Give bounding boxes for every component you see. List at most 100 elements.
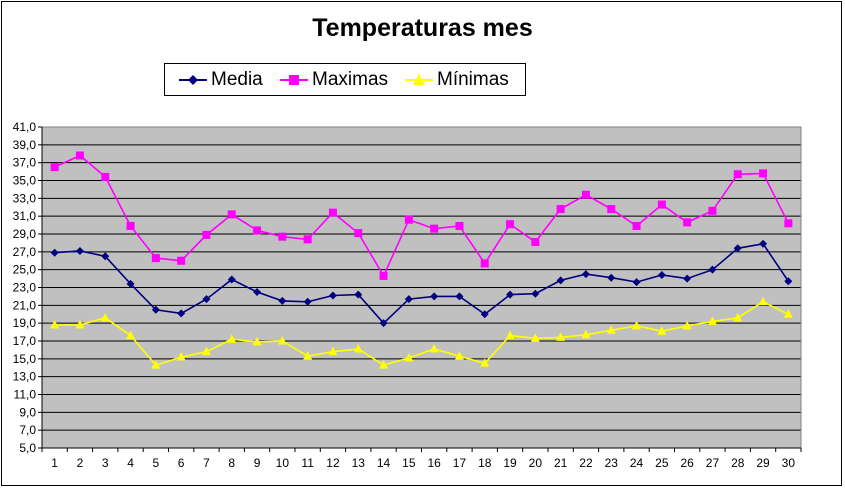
point-maximas (177, 256, 186, 265)
point-media (177, 309, 186, 318)
point-media (303, 297, 312, 306)
x-tick-label: 17 (453, 456, 467, 470)
y-tick-label: 37,0 (13, 156, 37, 170)
point-maximas (227, 210, 236, 219)
y-tick-label: 25,0 (13, 263, 37, 277)
x-tick-label: 28 (731, 456, 745, 470)
y-tick-label: 29,0 (13, 227, 37, 241)
x-tick-label: 20 (529, 456, 543, 470)
point-minimas (556, 332, 566, 341)
x-tick-label: 10 (276, 456, 290, 470)
point-minimas (758, 296, 768, 306)
point-media (759, 239, 768, 248)
point-media (404, 295, 413, 304)
y-tick-label: 11,0 (14, 388, 37, 402)
y-tick-label: 19,0 (13, 316, 37, 330)
y-tick-label: 35,0 (13, 174, 37, 188)
point-minimas (100, 312, 110, 322)
point-media (328, 291, 337, 300)
x-tick-label: 14 (377, 456, 391, 470)
point-maximas (278, 232, 287, 241)
point-minimas (151, 360, 161, 369)
y-tick-label: 9,0 (19, 405, 36, 419)
y-tick-label: 23,0 (13, 281, 37, 295)
point-maximas (531, 238, 540, 247)
legend-label-media: Media (211, 68, 263, 90)
x-tick-label: 21 (554, 456, 568, 470)
y-tick-label: 13,0 (13, 370, 37, 384)
y-tick-label: 39,0 (13, 138, 37, 152)
point-minimas (733, 312, 743, 322)
point-media (379, 319, 388, 328)
point-media (50, 248, 59, 257)
point-media (581, 270, 590, 279)
point-minimas (404, 352, 414, 362)
point-maximas (354, 229, 363, 238)
x-tick-label: 16 (427, 456, 441, 470)
point-minimas (277, 336, 287, 345)
y-tick-label: 41,0 (13, 120, 37, 134)
x-tick-label: 8 (228, 456, 235, 470)
point-maximas (126, 221, 135, 230)
x-tick-label: 9 (254, 456, 261, 470)
point-minimas (50, 319, 60, 329)
point-maximas (379, 271, 388, 280)
point-minimas (454, 351, 464, 360)
point-maximas (657, 200, 666, 209)
point-minimas (252, 336, 262, 346)
legend-label-maximas: Maximas (312, 68, 389, 90)
y-tick-label: 31,0 (13, 209, 37, 223)
chart-title: Temperaturas mes (312, 14, 533, 42)
point-maximas (253, 226, 262, 235)
y-tick-label: 7,0 (19, 423, 36, 437)
point-maximas (404, 215, 413, 224)
point-minimas (505, 330, 515, 340)
point-media (75, 246, 84, 255)
legend-marker-square-icon (280, 74, 308, 85)
point-minimas (201, 346, 211, 356)
point-maximas (759, 169, 768, 178)
x-tick-label: 13 (352, 456, 366, 470)
point-maximas (683, 218, 692, 227)
point-media (683, 274, 692, 283)
y-tick-label: 17,0 (13, 334, 37, 348)
point-media (708, 265, 717, 274)
point-maximas (50, 163, 59, 172)
series-minimas (50, 296, 793, 369)
point-maximas (151, 254, 160, 263)
point-media (607, 273, 616, 282)
x-tick-label: 2 (77, 456, 84, 470)
point-maximas (733, 170, 742, 179)
point-maximas (328, 208, 337, 217)
point-minimas (707, 316, 717, 325)
point-minimas (353, 344, 363, 353)
point-media (430, 292, 439, 301)
point-media (253, 287, 262, 296)
point-maximas (480, 259, 489, 268)
point-minimas (783, 309, 793, 318)
x-tick-label: 27 (706, 456, 720, 470)
legend-item-minimas: Mínimas (405, 64, 509, 95)
x-tick-label: 19 (503, 456, 517, 470)
x-tick-label: 5 (153, 456, 160, 470)
x-tick-label: 18 (478, 456, 492, 470)
point-media (784, 277, 793, 286)
x-tick-label: 24 (630, 456, 644, 470)
point-maximas (581, 190, 590, 199)
point-minimas (581, 329, 591, 339)
point-media (632, 278, 641, 287)
x-tick-label: 25 (655, 456, 669, 470)
point-minimas (657, 326, 667, 335)
point-minimas (379, 360, 389, 369)
x-tick-label: 11 (301, 456, 314, 470)
x-tick-label: 1 (51, 456, 58, 470)
point-maximas (708, 206, 717, 215)
series-line-media (54, 242, 790, 325)
point-media (227, 275, 236, 284)
series-media (50, 239, 793, 328)
point-media (480, 310, 489, 319)
x-tick-label: 12 (326, 456, 340, 470)
point-minimas (75, 319, 85, 329)
point-media (733, 244, 742, 253)
